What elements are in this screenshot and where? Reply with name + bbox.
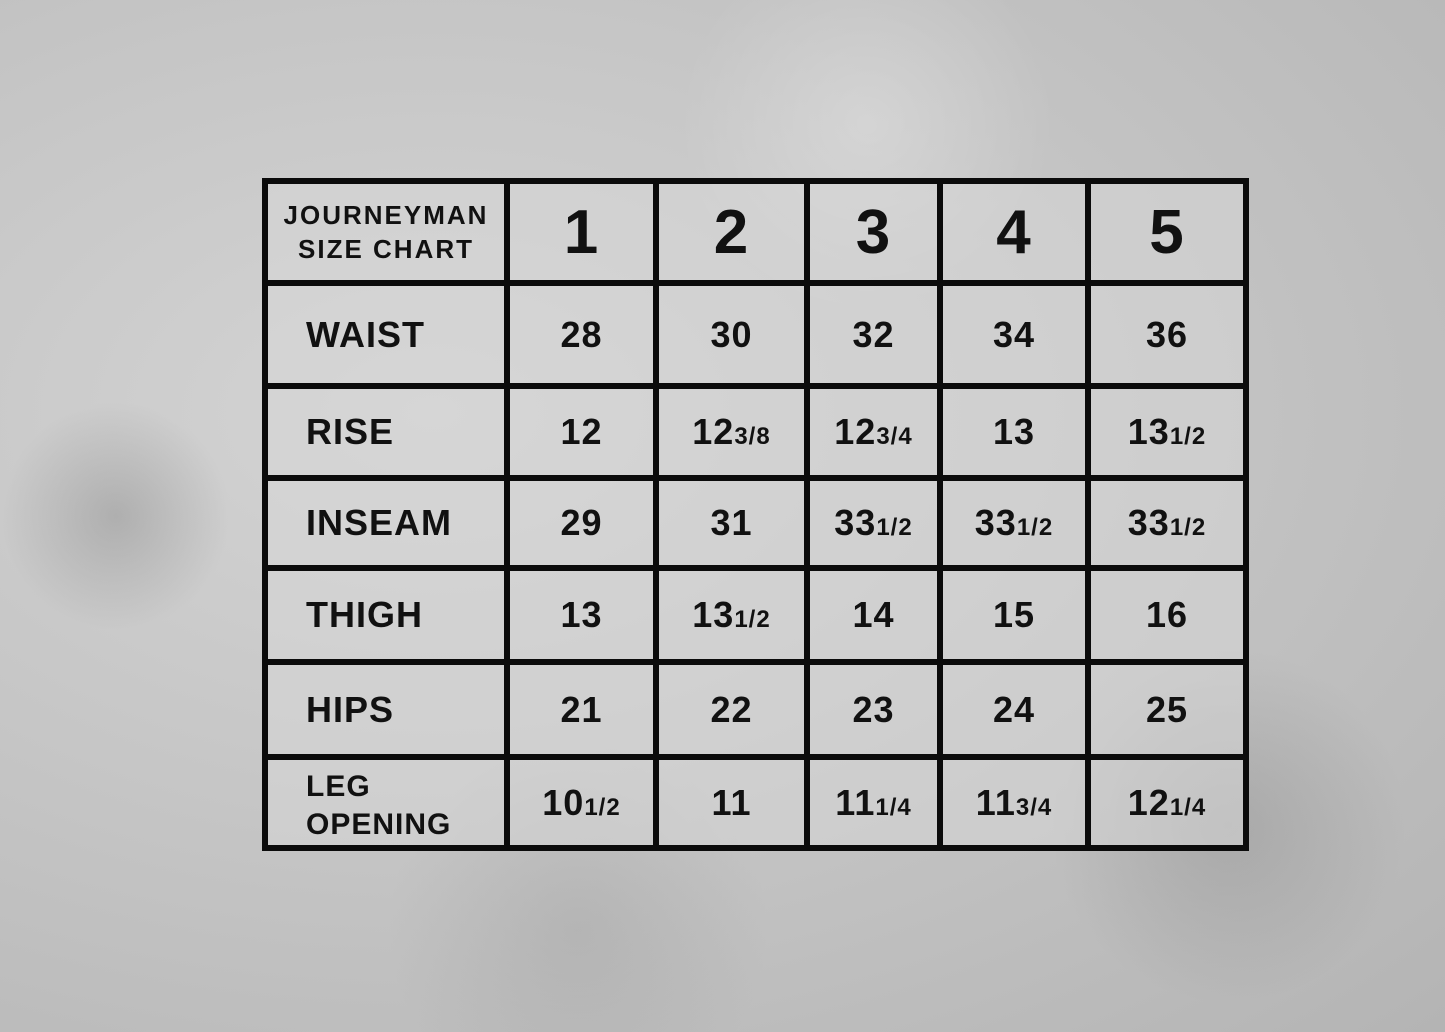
value-cell: 25 [1085,659,1249,760]
title-line-2: SIZE CHART [298,234,474,264]
size-header: 1 [504,178,659,286]
value-fraction: 1/2 [876,514,913,541]
value-fraction: 1/2 [734,606,771,633]
value-fraction: 3/8 [734,423,771,450]
value-whole: 10 [542,781,585,823]
value-fraction: 1/4 [875,793,912,821]
row-label-line-1: LEG [306,769,371,803]
value-cell: 24 [937,659,1091,760]
value-whole: 30 [710,313,753,355]
value-cell: 32 [804,280,943,389]
value-cell: 123/8 [653,383,810,481]
value-whole: 33 [834,502,877,543]
size-header: 2 [653,178,810,286]
row-label-line-2: OPENING [306,807,452,841]
value-whole: 12 [834,411,877,452]
value-whole: 12 [560,411,603,452]
row-label: WAIST [262,280,510,389]
value-whole: 11 [835,781,876,823]
value-cell: 34 [937,280,1091,389]
value-cell: 12 [504,383,659,481]
value-whole: 36 [1145,313,1189,355]
value-whole: 25 [1145,688,1189,730]
value-cell: 331/2 [937,475,1091,571]
value-whole: 33 [974,502,1017,543]
table-row: INSEAM 29 31 331/2 331/2 331/2 [262,475,1249,571]
value-cell: 22 [653,659,810,760]
value-whole: 31 [710,502,753,543]
value-whole: 12 [1127,781,1170,823]
value-cell: 101/2 [504,754,659,851]
value-whole: 23 [852,688,895,730]
value-whole: 13 [692,594,735,635]
value-cell: 28 [504,280,659,389]
value-fraction: 3/4 [876,423,913,450]
value-whole: 12 [692,411,735,452]
value-cell: 16 [1085,565,1249,665]
value-cell: 331/2 [804,475,943,571]
value-cell: 29 [504,475,659,571]
value-whole: 28 [560,313,603,355]
value-cell: 13 [937,383,1091,481]
value-cell: 31 [653,475,810,571]
size-chart-table: JOURNEYMAN SIZE CHART 1 2 3 4 5 WAIST 28 30 32 34 36… [262,178,1249,851]
value-cell: 113/4 [937,754,1091,851]
value-cell: 121/4 [1085,754,1249,851]
value-fraction: 1/4 [1169,793,1207,821]
value-whole: 15 [992,594,1036,635]
row-label: INSEAM [262,475,510,571]
value-whole: 21 [560,688,603,730]
row-label: RISE [262,383,510,481]
value-cell: 30 [653,280,810,389]
value-cell: 111/4 [804,754,943,851]
value-cell: 131/2 [1085,383,1249,481]
header-row: JOURNEYMAN SIZE CHART 1 2 3 4 5 [262,178,1249,286]
table-row: RISE 12 123/8 123/4 13 131/2 [262,383,1249,481]
value-whole: 33 [1127,502,1170,543]
title-line-1: JOURNEYMAN [283,200,489,230]
value-cell: 23 [804,659,943,760]
row-label: HIPS [262,659,510,760]
value-whole: 11 [711,781,752,823]
value-whole: 34 [992,313,1036,355]
value-whole: 16 [1145,594,1189,635]
size-header: 3 [804,178,943,286]
value-cell: 21 [504,659,659,760]
table-row: WAIST 28 30 32 34 36 [262,280,1249,389]
value-cell: 131/2 [653,565,810,665]
value-fraction: 1/2 [1016,514,1054,541]
value-cell: 331/2 [1085,475,1249,571]
value-whole: 13 [1127,411,1170,452]
value-cell: 11 [653,754,810,851]
value-whole: 32 [852,313,895,355]
value-cell: 14 [804,565,943,665]
value-cell: 36 [1085,280,1249,389]
value-whole: 13 [560,594,603,635]
table-row: HIPS 21 22 23 24 25 [262,659,1249,760]
value-cell: 13 [504,565,659,665]
value-whole: 14 [852,594,895,635]
value-cell: 123/4 [804,383,943,481]
value-whole: 22 [710,688,753,730]
value-fraction: 3/4 [1015,793,1053,821]
size-header: 5 [1085,178,1249,286]
row-label: THIGH [262,565,510,665]
value-whole: 29 [560,502,603,543]
value-fraction: 1/2 [584,793,621,821]
value-whole: 11 [975,781,1016,823]
table-row: THIGH 13 131/2 14 15 16 [262,565,1249,665]
size-header: 4 [937,178,1091,286]
value-whole: 13 [992,411,1036,452]
value-cell: 15 [937,565,1091,665]
value-whole: 24 [992,688,1036,730]
table-row: LEG OPENING 101/2 11 111/4 113/4 121/4 [262,754,1249,851]
value-fraction: 1/2 [1169,423,1207,450]
chart-title: JOURNEYMAN SIZE CHART [262,178,510,286]
value-fraction: 1/2 [1169,514,1207,541]
row-label: LEG OPENING [262,754,510,851]
